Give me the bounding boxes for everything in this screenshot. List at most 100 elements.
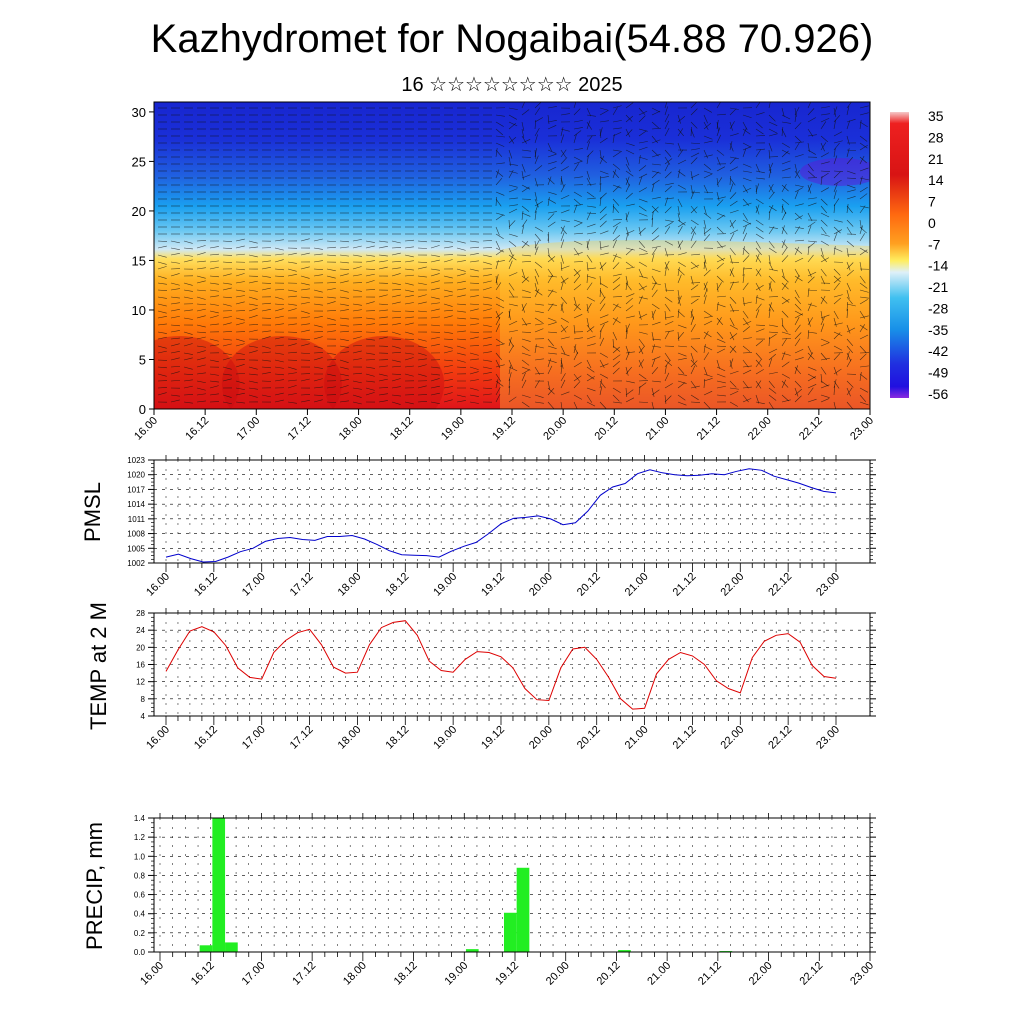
wind-barb bbox=[495, 148, 498, 158]
wind-barb bbox=[508, 309, 511, 319]
wind-barb bbox=[755, 219, 764, 226]
wind-barb bbox=[599, 324, 605, 333]
wind-barb bbox=[820, 342, 830, 347]
temp-series-line bbox=[165, 620, 837, 710]
wind-barb bbox=[352, 245, 362, 249]
precip-bar bbox=[516, 867, 530, 952]
wind-barb bbox=[430, 302, 440, 305]
wind-barb bbox=[716, 303, 726, 308]
wind-barb bbox=[833, 148, 836, 158]
wind-barb bbox=[794, 316, 800, 326]
wind-barb bbox=[794, 226, 804, 229]
wind-barb bbox=[300, 301, 310, 305]
wind-barb bbox=[469, 240, 479, 243]
wind-barb bbox=[807, 317, 811, 327]
wind-barb bbox=[261, 336, 271, 340]
wind-barb bbox=[833, 282, 840, 291]
wind-barb bbox=[196, 324, 206, 328]
wind-barb bbox=[768, 184, 774, 193]
wind-barb bbox=[430, 287, 440, 291]
wind-barb bbox=[638, 107, 646, 115]
wind-barb bbox=[742, 337, 752, 340]
wind-barb bbox=[586, 121, 593, 130]
wind-barb bbox=[807, 108, 815, 116]
wind-barb bbox=[573, 127, 583, 130]
wind-barb bbox=[599, 314, 609, 319]
wind-barb bbox=[755, 359, 763, 367]
wind-barb bbox=[508, 204, 518, 207]
wind-barb bbox=[482, 274, 492, 277]
wind-barb bbox=[820, 310, 823, 320]
wind-barb bbox=[586, 205, 596, 208]
wind-barb bbox=[794, 170, 800, 179]
wind-barb bbox=[638, 296, 648, 300]
wind-barb bbox=[521, 109, 530, 116]
wind-barb bbox=[768, 303, 775, 312]
wind-barb bbox=[482, 344, 492, 347]
wind-barb bbox=[495, 240, 501, 250]
wind-barb bbox=[274, 392, 284, 396]
wind-barb bbox=[495, 310, 501, 320]
wind-barb bbox=[495, 197, 497, 207]
wind-barb bbox=[378, 365, 388, 368]
wind-barb bbox=[677, 149, 684, 158]
wind-barb bbox=[703, 135, 713, 140]
wind-barb bbox=[157, 303, 167, 307]
wind-barb bbox=[586, 359, 592, 369]
wind-barb bbox=[378, 303, 388, 306]
wind-barb bbox=[859, 167, 869, 172]
wind-barb bbox=[846, 401, 854, 409]
x-tick-label: 20.00 bbox=[541, 415, 569, 443]
wind-barb bbox=[157, 275, 167, 279]
x-tick-label: 16.00 bbox=[138, 960, 166, 988]
wind-barb bbox=[391, 394, 401, 397]
wind-barb bbox=[443, 338, 454, 340]
wind-barb bbox=[651, 247, 658, 256]
wind-barb bbox=[378, 294, 388, 298]
wind-barb bbox=[859, 219, 862, 229]
wind-barb bbox=[521, 268, 526, 278]
wind-barb bbox=[222, 287, 232, 291]
wind-barb bbox=[547, 213, 555, 221]
wind-barb bbox=[677, 380, 687, 384]
colorbar-label: -35 bbox=[928, 322, 948, 338]
y-tick-label: 8 bbox=[141, 695, 146, 704]
x-tick-label: 18.12 bbox=[383, 724, 411, 752]
wind-barb bbox=[807, 376, 816, 382]
wind-barb bbox=[209, 315, 219, 319]
wind-barb bbox=[768, 358, 773, 368]
wind-barb bbox=[443, 275, 453, 279]
wind-barb bbox=[846, 240, 855, 248]
wind-barb bbox=[521, 241, 529, 249]
wind-barb bbox=[768, 324, 778, 327]
wind-barb bbox=[170, 330, 180, 333]
wind-barb bbox=[599, 137, 608, 144]
wind-barb bbox=[339, 254, 349, 257]
wind-barb bbox=[287, 303, 297, 306]
wind-barb bbox=[794, 387, 799, 397]
wind-barb bbox=[547, 125, 557, 130]
wind-barb bbox=[794, 388, 803, 396]
wind-barb bbox=[430, 385, 440, 389]
wind-barb bbox=[495, 233, 504, 240]
wind-barb bbox=[573, 269, 581, 277]
wind-barb bbox=[729, 156, 739, 160]
wind-barb bbox=[599, 289, 605, 298]
y-tick-label: 24 bbox=[136, 626, 145, 635]
wind-barb bbox=[820, 295, 826, 305]
wind-barb bbox=[573, 296, 577, 306]
wind-barb bbox=[508, 219, 510, 229]
wind-barb bbox=[586, 275, 596, 279]
wind-barb bbox=[248, 246, 258, 249]
wind-barb bbox=[599, 262, 607, 270]
wind-barb bbox=[417, 352, 427, 356]
wind-barb bbox=[703, 121, 709, 131]
wind-barb bbox=[794, 289, 800, 299]
wind-barb bbox=[586, 170, 591, 180]
wind-barb bbox=[690, 127, 692, 137]
wind-barb bbox=[222, 322, 232, 326]
wind-barb bbox=[248, 308, 258, 312]
wind-barb bbox=[573, 134, 577, 144]
wind-barb bbox=[833, 142, 840, 151]
